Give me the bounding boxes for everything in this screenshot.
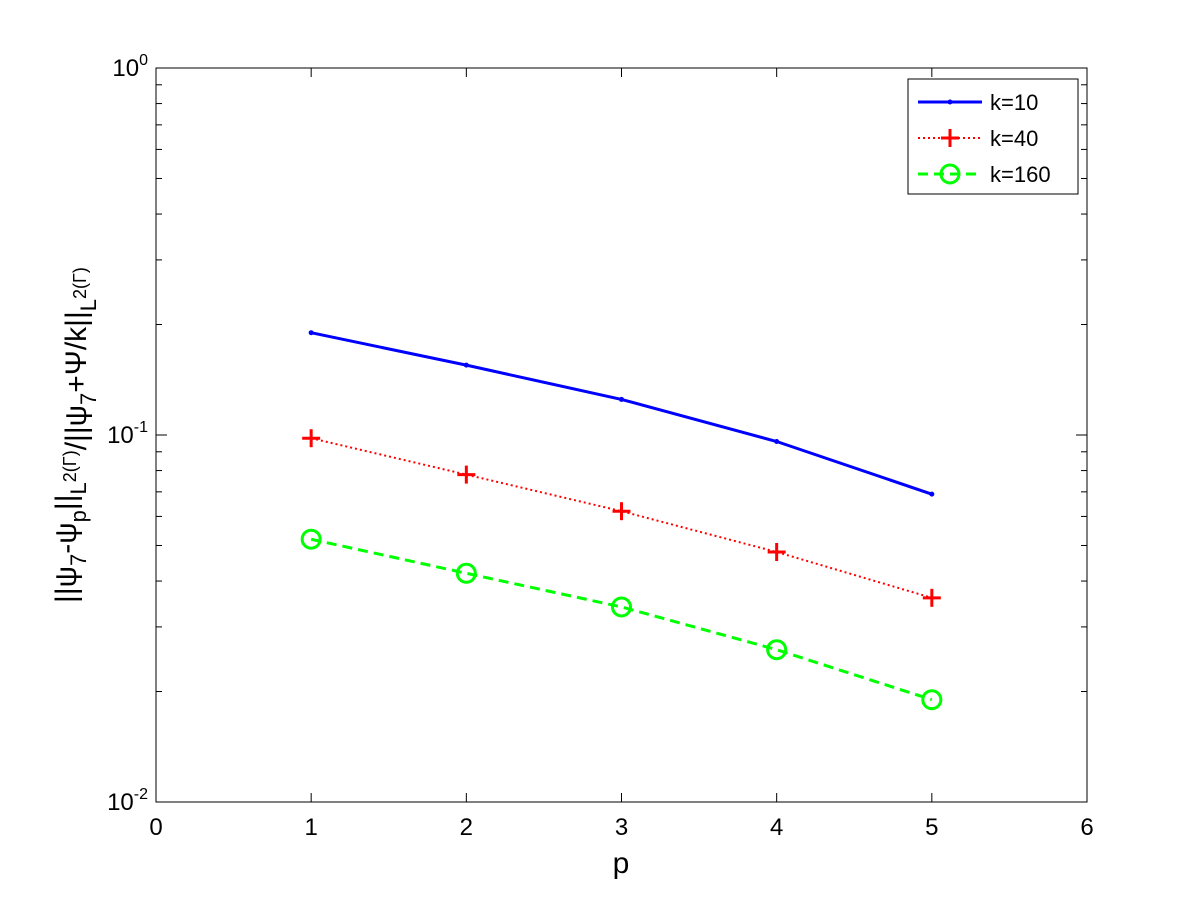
marker-circle [766,639,788,661]
series-line [310,537,933,702]
x-tick-label: 5 [925,814,938,841]
x-tick-label: 1 [304,814,317,841]
legend-label: k=40 [990,126,1038,151]
legend-label: k=160 [990,162,1051,187]
series-line [310,437,933,599]
tick-labels: 0 1 2 3 4 5 6 100 10-1 10-2 [107,52,1094,841]
legend: k=10 k=40 k=160 [907,78,1079,195]
series-layer [300,330,943,711]
x-axis-label: p [613,847,630,880]
y-tick-label: 10-2 [107,786,148,816]
axis-ticks [155,67,1088,803]
marker-circle [455,562,477,584]
x-tick-label: 0 [149,814,162,841]
y-tick-label: 100 [112,52,148,82]
marker-circle [921,689,943,711]
legend-label: k=10 [990,90,1038,115]
marker-point [308,330,314,336]
x-tick-label: 2 [460,814,473,841]
marker-point [463,362,469,368]
marker-circle [611,596,632,618]
series-k=40 [302,429,941,607]
x-tick-label: 3 [615,814,628,841]
y-axis-label-text: ||ψ7-ψp||L2(Γ)/||ψ7+Ψ/k||L2(Γ) [50,267,101,603]
x-tick-label: 6 [1080,814,1093,841]
series-k=160 [300,528,943,711]
marker-point [774,439,780,445]
series-k=10 [308,330,935,497]
x-tick-label: 4 [770,814,783,841]
y-tick-label: 10-1 [107,419,148,449]
y-axis-label: ||ψ7-ψp||L2(Γ)/||ψ7+Ψ/k||L2(Γ) [50,267,101,603]
marker-point [947,99,953,105]
marker-point [619,396,624,402]
marker-circle [939,163,961,185]
marker-circle [300,528,322,550]
marker-point [929,491,935,497]
